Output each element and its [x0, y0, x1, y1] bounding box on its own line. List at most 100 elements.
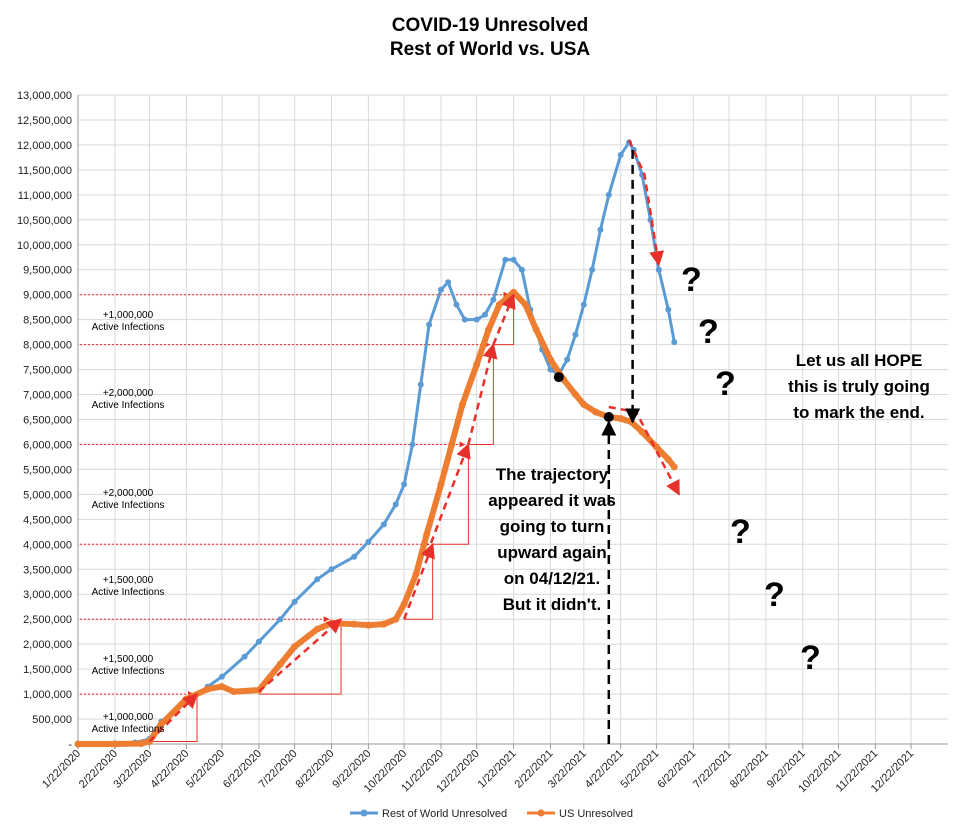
- data-point-rest-of-world: [617, 151, 624, 158]
- callout-trajectory-line: But it didn't.: [503, 595, 601, 614]
- chart-title-line-2: Rest of World vs. USA: [390, 39, 591, 60]
- data-point-rest-of-world: [426, 321, 433, 328]
- question-mark: ?: [730, 513, 751, 551]
- marker-dot-april: [603, 412, 614, 423]
- x-tick-label: 5/22/2020: [184, 748, 227, 791]
- data-point-us: [485, 326, 493, 334]
- y-tick-label: 9,500,000: [23, 265, 72, 277]
- y-tick-label: 7,000,000: [23, 390, 72, 402]
- data-point-rest-of-world: [437, 286, 444, 293]
- data-point-rest-of-world: [328, 566, 335, 573]
- data-point-rest-of-world: [314, 576, 321, 583]
- trend-arrow-3: [402, 542, 435, 620]
- data-point-us: [137, 740, 145, 748]
- data-point-us: [423, 530, 431, 538]
- data-point-us: [437, 480, 445, 488]
- callout-hope-line: Let us all HOPE: [796, 351, 923, 370]
- series-line-rest-of-world: [76, 140, 676, 746]
- data-point-us: [400, 600, 408, 608]
- data-point-rest-of-world: [510, 256, 517, 263]
- data-point-us: [218, 683, 226, 691]
- data-point-rest-of-world: [380, 521, 387, 528]
- data-point-rest-of-world: [277, 616, 284, 623]
- annotation-increase: +1,500,000: [103, 654, 154, 665]
- data-point-us: [510, 288, 518, 296]
- y-tick-label: 8,000,000: [23, 340, 72, 352]
- data-point-rest-of-world: [580, 301, 587, 308]
- data-point-rest-of-world: [655, 266, 662, 273]
- data-point-rest-of-world: [502, 256, 509, 263]
- data-point-rest-of-world: [518, 266, 525, 273]
- x-tick-label: 8/22/2020: [294, 748, 337, 791]
- data-point-rest-of-world: [291, 598, 298, 605]
- data-point-rest-of-world: [453, 301, 460, 308]
- legend-label-rest-of-world: Rest of World Unresolved: [382, 808, 507, 820]
- data-point-us: [448, 440, 456, 448]
- trend-arrow-6: [492, 293, 516, 346]
- annotation-active-infections: Active Infections: [92, 322, 165, 333]
- question-mark: ?: [698, 313, 719, 351]
- y-tick-label: -: [68, 739, 72, 751]
- y-tick-label: 10,500,000: [17, 215, 72, 227]
- y-tick-label: 4,500,000: [23, 514, 72, 526]
- data-point-us: [638, 428, 646, 436]
- annotation-active-infections: Active Infections: [92, 500, 165, 511]
- data-point-rest-of-world: [392, 501, 399, 508]
- y-tick-label: 1,000,000: [23, 689, 72, 701]
- annotation-increase: +1,500,000: [103, 575, 154, 586]
- data-point-us: [230, 688, 238, 696]
- y-tick-label: 12,500,000: [17, 115, 72, 127]
- data-point-rest-of-world: [665, 306, 672, 313]
- data-point-us: [412, 570, 420, 578]
- gridlines: [77, 94, 948, 749]
- step-guide-4: [432, 444, 469, 545]
- callout-trajectory-line: going to turn: [500, 517, 605, 536]
- x-tick-label: 7/22/2020: [257, 748, 300, 791]
- question-mark: ?: [715, 365, 736, 403]
- y-tick-label: 4,000,000: [23, 539, 72, 551]
- data-point-rest-of-world: [409, 441, 416, 448]
- y-tick-label: 1,500,000: [23, 664, 72, 676]
- data-point-rest-of-world: [417, 381, 424, 388]
- callout-hope-line: this is truly going: [788, 377, 930, 396]
- y-tick-label: 9,000,000: [23, 290, 72, 302]
- x-tick-label: 7/22/2021: [691, 748, 734, 791]
- callout-trajectory-line: upward again: [497, 543, 607, 562]
- data-point-rest-of-world: [572, 331, 579, 338]
- data-point-us: [495, 301, 503, 309]
- y-tick-label: 7,500,000: [23, 365, 72, 377]
- data-point-us: [617, 415, 625, 423]
- data-point-us: [276, 660, 284, 668]
- trend-arrow-2: [258, 618, 343, 693]
- data-point-rest-of-world: [564, 356, 571, 363]
- y-tick-label: 13,000,000: [17, 90, 72, 102]
- data-point-rest-of-world: [445, 279, 452, 286]
- y-tick-label: 6,500,000: [23, 415, 72, 427]
- callout-hope-line: to mark the end.: [793, 403, 924, 422]
- series-layer: [74, 139, 678, 748]
- y-tick-label: 3,000,000: [23, 589, 72, 601]
- chart-title-line-1: COVID-19 Unresolved: [392, 15, 588, 36]
- data-point-rest-of-world: [547, 366, 554, 373]
- callout-trajectory-line: appeared it was: [488, 491, 616, 510]
- data-point-rest-of-world: [461, 316, 468, 323]
- data-point-rest-of-world: [597, 226, 604, 233]
- data-point-rest-of-world: [255, 638, 262, 645]
- y-tick-label: 6,000,000: [23, 439, 72, 451]
- legend-label-us: US Unresolved: [559, 808, 633, 820]
- data-point-us: [313, 625, 321, 633]
- data-point-us: [664, 455, 672, 463]
- y-tick-label: 5,500,000: [23, 464, 72, 476]
- data-point-rest-of-world: [365, 538, 372, 545]
- question-mark: ?: [681, 261, 702, 299]
- y-tick-label: 11,000,000: [18, 190, 72, 202]
- annotation-active-infections: Active Infections: [92, 666, 165, 677]
- annotation-increase: +2,000,000: [103, 388, 154, 399]
- step-guide-3: [404, 544, 434, 620]
- data-point-rest-of-world: [482, 311, 489, 318]
- y-tick-label: 10,000,000: [17, 240, 72, 252]
- annotation-active-infections: Active Infections: [92, 400, 165, 411]
- step-guide-6: [493, 294, 515, 346]
- data-point-rest-of-world: [351, 553, 358, 560]
